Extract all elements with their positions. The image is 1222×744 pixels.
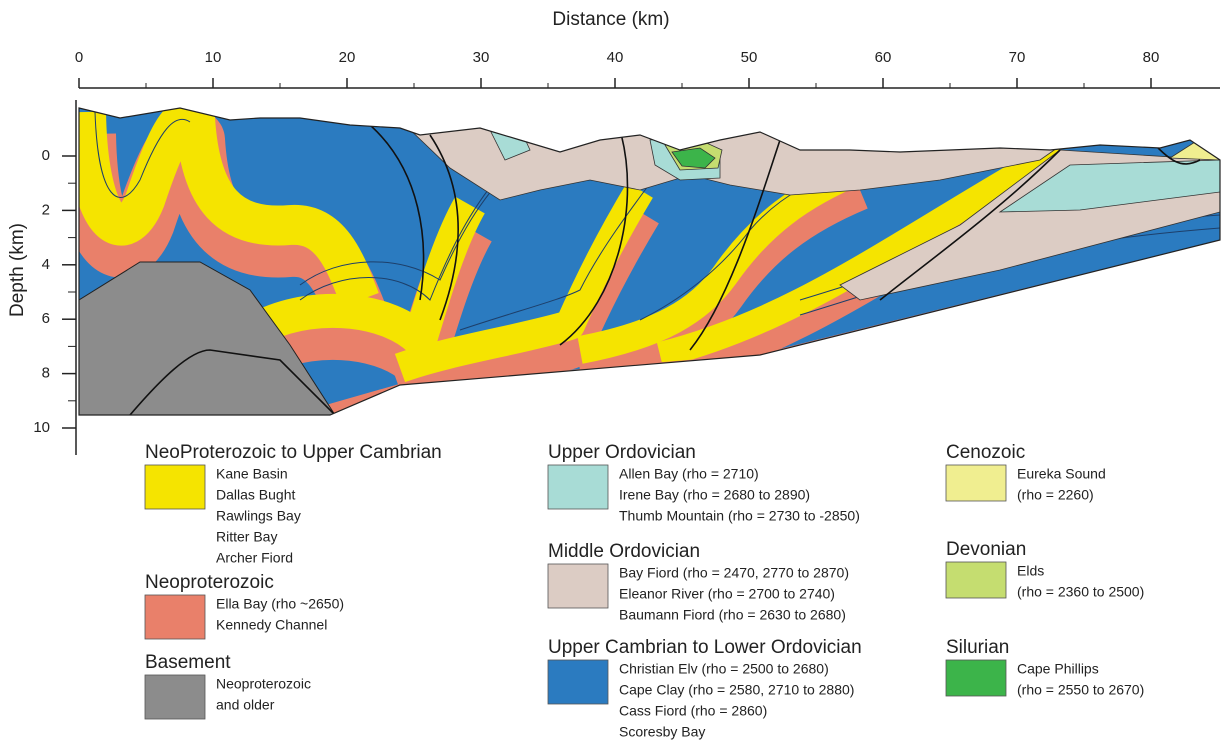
- legend-title: Silurian: [946, 637, 1009, 658]
- legend-item: Baumann Fiord (rho = 2630 to 2680): [619, 607, 846, 623]
- x-tick-label: 20: [339, 49, 356, 66]
- legend-item: Ritter Bay: [216, 529, 277, 545]
- legend-title: Devonian: [946, 539, 1026, 560]
- y-tick-label: 4: [42, 256, 50, 273]
- legend-item: (rho = 2550 to 2670): [1017, 682, 1144, 698]
- legend-item: Cape Phillips: [1017, 661, 1099, 677]
- legend-title: Basement: [145, 652, 231, 673]
- legend-title: Neoproterozoic: [145, 572, 274, 593]
- x-tick-label: 0: [75, 49, 83, 66]
- x-tick-label: 70: [1009, 49, 1026, 66]
- x-axis-title: Distance (km): [552, 9, 669, 30]
- figure: Distance (km) Depth (km) 010203040506070…: [0, 0, 1222, 744]
- legend-swatch: [145, 595, 205, 639]
- legend-item: Bay Fiord (rho = 2470, 2770 to 2870): [619, 565, 849, 581]
- legend-swatch: [548, 660, 608, 704]
- y-tick-label: 8: [42, 365, 50, 382]
- x-tick-label: 60: [875, 49, 892, 66]
- legend-item: Elds: [1017, 563, 1044, 579]
- legend: NeoProterozoic to Upper Cambrian Kane Bas…: [145, 442, 1144, 740]
- legend-item: Eleanor River (rho = 2700 to 2740): [619, 586, 835, 602]
- legend-swatch: [548, 564, 608, 608]
- x-tick-label: 80: [1143, 49, 1160, 66]
- legend-title: Upper Cambrian to Lower Ordovician: [548, 637, 862, 658]
- legend-item: Dallas Bught: [216, 487, 295, 503]
- legend-title: Upper Ordovician: [548, 442, 696, 463]
- legend-swatch: [548, 465, 608, 509]
- legend-item: Kennedy Channel: [216, 617, 327, 633]
- cross-section: [70, 100, 1222, 430]
- legend-item: Scoresby Bay: [619, 724, 705, 740]
- legend-item: Thumb Mountain (rho = 2730 to -2850): [619, 508, 860, 524]
- legend-item: Archer Fiord: [216, 550, 293, 566]
- legend-item: Cape Clay (rho = 2580, 2710 to 2880): [619, 682, 854, 698]
- legend-item: Cass Fiord (rho = 2860): [619, 703, 767, 719]
- legend-item: Rawlings Bay: [216, 508, 301, 524]
- legend-swatch: [145, 465, 205, 509]
- legend-item: Ella Bay (rho ~2650): [216, 596, 344, 612]
- x-tick-label: 40: [607, 49, 624, 66]
- legend-item: (rho = 2260): [1017, 487, 1094, 503]
- legend-item: Allen Bay (rho = 2710): [619, 466, 759, 482]
- legend-item: Kane Basin: [216, 466, 288, 482]
- y-tick-label: 10: [33, 419, 50, 436]
- y-tick-label: 2: [42, 201, 50, 218]
- legend-item: and older: [216, 697, 275, 713]
- legend-item: (rho = 2360 to 2500): [1017, 584, 1144, 600]
- legend-title: NeoProterozoic to Upper Cambrian: [145, 442, 442, 463]
- legend-item: Eureka Sound: [1017, 466, 1106, 482]
- legend-swatch: [946, 660, 1006, 696]
- legend-swatch: [946, 562, 1006, 598]
- legend-title: Middle Ordovician: [548, 541, 700, 562]
- legend-swatch: [946, 465, 1006, 501]
- x-tick-label: 10: [205, 49, 222, 66]
- legend-item: Irene Bay (rho = 2680 to 2890): [619, 487, 810, 503]
- x-tick-label: 30: [473, 49, 490, 66]
- y-axis-title: Depth (km): [7, 223, 28, 317]
- legend-swatch: [145, 675, 205, 719]
- y-tick-label: 0: [42, 147, 50, 164]
- legend-item: Christian Elv (rho = 2500 to 2680): [619, 661, 829, 677]
- y-tick-label: 6: [42, 310, 50, 327]
- legend-title: Cenozoic: [946, 442, 1025, 463]
- x-tick-label: 50: [741, 49, 758, 66]
- legend-item: Neoproterozoic: [216, 676, 311, 692]
